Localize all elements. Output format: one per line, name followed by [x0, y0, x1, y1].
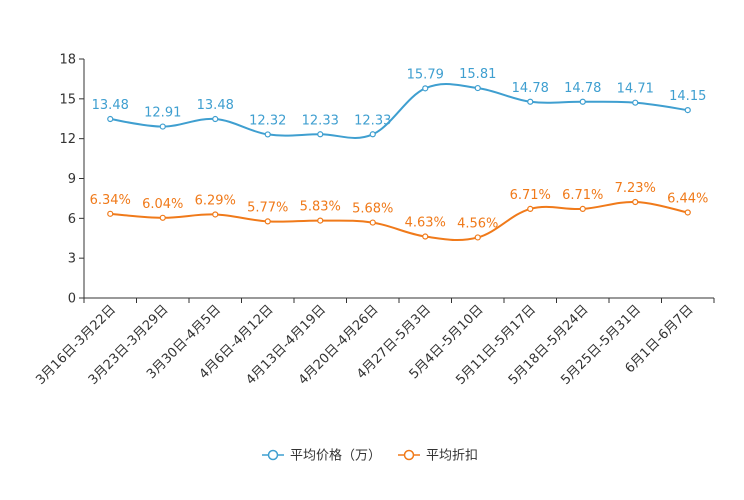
- data-point: [264, 131, 271, 138]
- data-point: [422, 85, 429, 92]
- data-label: 15.81: [459, 67, 496, 82]
- data-label: 13.48: [197, 98, 234, 113]
- data-point: [159, 123, 166, 130]
- data-point: [107, 115, 114, 123]
- data-label: 15.79: [407, 67, 444, 82]
- y-tick-label: 18: [59, 53, 76, 68]
- data-point: [684, 209, 691, 216]
- data-point: [212, 115, 219, 123]
- y-tick-label: 3: [68, 252, 76, 267]
- data-label: 12.33: [354, 113, 391, 128]
- series-0: 13.48 12.91 13.48 12.32 12.33 12.33 15.79 15.81…: [92, 67, 706, 139]
- data-label: 7.23%: [615, 181, 656, 196]
- data-label: 14.15: [669, 89, 706, 104]
- y-tick-label: 6: [68, 212, 76, 227]
- data-label: 6.04%: [142, 197, 183, 212]
- data-point: [107, 210, 114, 217]
- y-tick-label: 15: [59, 92, 76, 107]
- data-point: [317, 131, 324, 138]
- data-label: 5.68%: [352, 202, 393, 217]
- data-label: 12.33: [302, 113, 339, 128]
- data-label: 14.78: [564, 81, 601, 96]
- series-line: [110, 82, 688, 139]
- data-label: 12.32: [249, 113, 286, 128]
- data-label: 4.56%: [457, 216, 498, 231]
- legend-label: 平均折扣: [426, 449, 478, 464]
- legend: 平均价格（万） 平均折扣: [262, 448, 478, 464]
- data-point: [369, 131, 376, 138]
- data-label: 6.71%: [562, 188, 603, 203]
- series-layer: 13.48 12.91 13.48 12.32 12.33 12.33 15.79 15.81…: [90, 67, 708, 242]
- data-label: 6.44%: [667, 191, 708, 206]
- data-label: 6.71%: [510, 188, 551, 203]
- data-label: 5.83%: [300, 200, 341, 215]
- y-tick-label: 12: [59, 132, 76, 147]
- data-point: [422, 233, 429, 240]
- legend-marker: [403, 449, 415, 461]
- data-point: [684, 107, 691, 114]
- y-tick-label: 9: [68, 172, 76, 187]
- legend-label: 平均价格（万）: [290, 448, 381, 464]
- data-point: [527, 98, 534, 105]
- data-label: 12.91: [144, 106, 181, 121]
- data-point: [474, 234, 481, 241]
- data-point: [527, 205, 534, 213]
- legend-item-1: 平均折扣: [398, 449, 478, 464]
- y-tick-label: 0: [68, 292, 76, 307]
- data-label: 6.29%: [195, 193, 236, 208]
- data-label: 14.71: [617, 82, 654, 97]
- series-line: [110, 201, 688, 242]
- data-point: [474, 84, 481, 92]
- data-label: 6.34%: [90, 193, 131, 208]
- data-point: [369, 219, 376, 226]
- data-label: 14.78: [512, 81, 549, 96]
- data-point: [264, 218, 271, 225]
- data-label: 5.77%: [247, 200, 288, 215]
- data-point: [632, 198, 639, 206]
- legend-marker: [267, 449, 279, 461]
- data-point: [159, 214, 166, 221]
- data-point: [579, 205, 586, 213]
- data-point: [317, 217, 324, 224]
- data-label: 4.63%: [405, 216, 446, 231]
- data-label: 13.48: [92, 98, 129, 113]
- data-point: [212, 211, 219, 218]
- series-1: 6.34% 6.04% 6.29% 5.77% 5.83% 5.68% 4.63% 4.56%…: [90, 181, 708, 242]
- legend-item-0: 平均价格（万）: [262, 448, 381, 464]
- data-point: [632, 99, 639, 106]
- data-point: [579, 98, 586, 105]
